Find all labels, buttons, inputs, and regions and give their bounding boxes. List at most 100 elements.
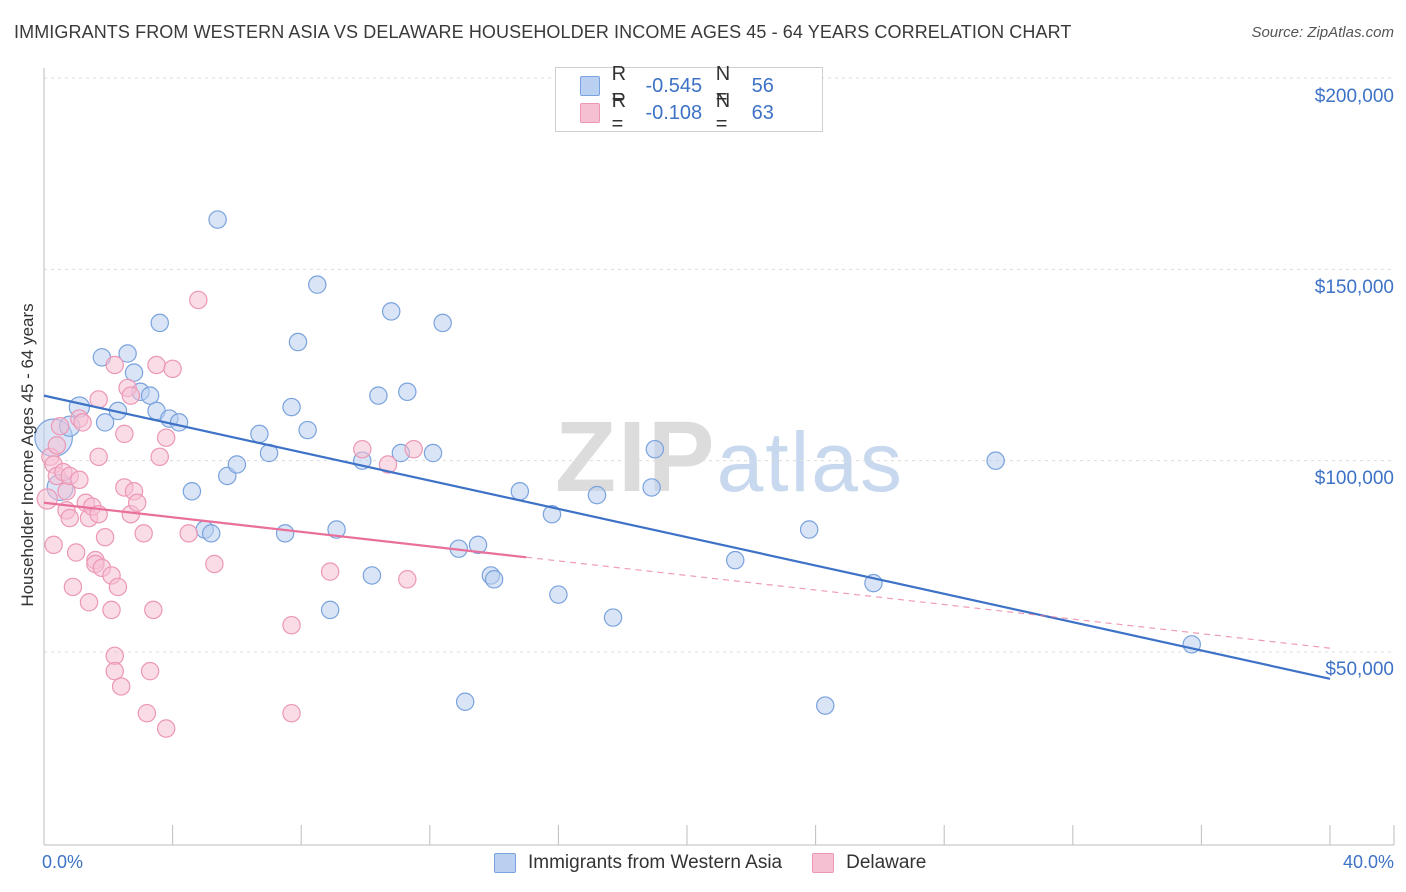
western-asia-point <box>282 397 301 417</box>
watermark-atlas: atlas <box>716 415 905 509</box>
western-asia-point <box>327 520 346 539</box>
legend-r-label: R = <box>611 63 627 108</box>
western-asia-point <box>320 600 340 620</box>
legend-item-western-asia[interactable]: Immigrants from Western Asia <box>494 852 782 874</box>
delaware-point <box>156 719 176 738</box>
delaware-point <box>378 455 398 474</box>
delaware-point <box>102 600 121 620</box>
watermark-zip: ZIP <box>555 401 717 513</box>
western-asia-point <box>986 451 1005 470</box>
legend-r-value: -0.108 <box>645 101 703 124</box>
delaware-point <box>140 661 160 681</box>
delaware-point <box>179 524 198 543</box>
delaware-point <box>127 493 147 512</box>
delaware-point <box>404 439 423 459</box>
delaware-trend-line <box>43 501 527 559</box>
delaware-point <box>189 290 208 310</box>
delaware-point <box>105 646 124 666</box>
delaware-trend-line-extension <box>526 556 1331 649</box>
delaware-point <box>320 562 340 581</box>
western-asia-point <box>799 520 819 539</box>
western-asia-point <box>603 608 623 627</box>
western-asia-point <box>549 585 568 604</box>
western-asia-point <box>298 420 317 440</box>
western-asia-point <box>455 692 475 711</box>
delaware-point <box>150 447 169 467</box>
western-asia-point <box>124 363 144 382</box>
source-credit: Source: ZipAtlas.com <box>1251 24 1394 41</box>
legend-swatch-blue <box>494 853 516 873</box>
legend-n-label: N = <box>715 90 731 135</box>
y-tick-label: $200,000 <box>1314 86 1394 107</box>
western-asia-point <box>288 332 308 352</box>
y-tick-label: $150,000 <box>1314 277 1394 298</box>
western-asia-point <box>140 386 160 405</box>
delaware-point <box>398 570 417 589</box>
western-asia-point <box>542 504 562 524</box>
x-tick-label-min: 0.0% <box>42 852 84 872</box>
western-asia-point <box>510 482 530 501</box>
y-axis-label: Householder Income Ages 45 - 64 years <box>18 303 37 607</box>
watermark: ZIPatlas <box>555 400 904 515</box>
delaware-point <box>353 439 372 459</box>
chart-title: IMMIGRANTS FROM WESTERN ASIA VS DELAWARE… <box>14 22 1072 42</box>
legend-swatch-pink <box>812 853 835 873</box>
delaware-point <box>156 428 176 447</box>
delaware-point <box>73 413 92 432</box>
legend-item-delaware[interactable]: Delaware <box>812 852 926 874</box>
delaware-point <box>50 416 70 436</box>
western-asia-point <box>275 524 295 543</box>
delaware-point <box>111 677 131 696</box>
legend-n-value: 63 <box>751 101 774 124</box>
legend-row-western-asia: R = -0.545 N = 56 <box>580 63 822 108</box>
legend-row-delaware: R = -0.108 N = 63 <box>580 90 822 135</box>
delaware-point <box>66 543 86 562</box>
legend-r-label: R = <box>611 90 627 135</box>
delaware-point <box>70 470 89 490</box>
series-legend: Immigrants from Western Asia Delaware <box>494 852 956 874</box>
western-asia-point <box>725 550 745 570</box>
delaware-point <box>79 593 99 612</box>
delaware-point <box>44 535 63 555</box>
western-asia-point <box>645 439 665 459</box>
legend-n-value: 56 <box>751 74 774 97</box>
delaware-point <box>205 554 224 574</box>
delaware-point <box>163 359 182 379</box>
delaware-point <box>282 703 301 723</box>
western-asia-point <box>369 386 388 405</box>
western-asia-point <box>484 570 504 589</box>
delaware-point <box>115 424 134 444</box>
x-tick-label-max: 40.0% <box>1342 852 1394 872</box>
western-asia-point <box>816 696 835 715</box>
western-asia-point <box>468 535 488 555</box>
legend-label: Delaware <box>846 852 927 873</box>
correlation-legend: R = -0.545 N = 56 R = -0.108 N = 63 <box>555 63 823 135</box>
western-asia-point <box>362 566 382 585</box>
legend-label: Immigrants from Western Asia <box>528 852 783 873</box>
delaware-point <box>36 488 58 510</box>
western-asia-point <box>208 210 227 229</box>
delaware-point <box>89 447 108 467</box>
western-asia-point <box>423 443 443 463</box>
western-asia-point <box>381 302 401 321</box>
western-asia-point <box>642 478 661 497</box>
western-asia-point <box>201 524 221 543</box>
delaware-point <box>282 615 301 635</box>
western-asia-point <box>227 455 247 474</box>
delaware-point <box>60 508 79 528</box>
delaware-point <box>137 703 157 723</box>
delaware-point <box>147 355 166 375</box>
delaware-point <box>108 577 128 597</box>
western-asia-point <box>169 413 189 432</box>
delaware-point <box>134 524 153 543</box>
western-asia-point <box>587 485 607 505</box>
delaware-point <box>105 661 124 681</box>
delaware-point <box>144 600 163 620</box>
western-asia-point <box>95 413 115 432</box>
legend-swatch-blue <box>580 76 600 96</box>
delaware-point <box>95 527 115 547</box>
western-asia-point <box>398 382 417 402</box>
western-asia-point <box>250 424 269 444</box>
western-asia-point <box>182 482 202 501</box>
